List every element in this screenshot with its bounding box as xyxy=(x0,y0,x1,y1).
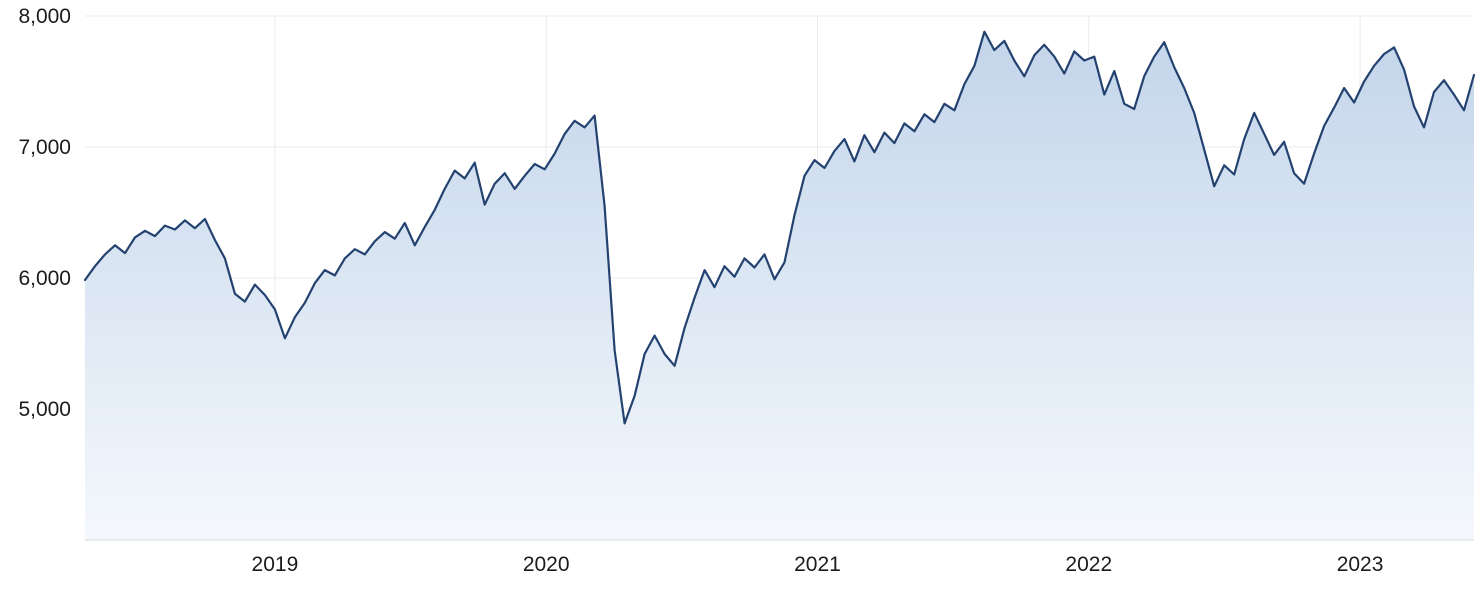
y-axis-tick-label: 7,000 xyxy=(18,136,71,159)
price-line xyxy=(83,30,1476,425)
price-area-fill xyxy=(85,31,1474,540)
x-axis-tick-label: 2023 xyxy=(1337,553,1384,576)
x-axis-tick-label: 2021 xyxy=(794,553,841,576)
x-axis-tick-label: 2022 xyxy=(1065,553,1112,576)
y-axis-tick-label: 5,000 xyxy=(18,398,71,421)
y-axis-tick-label: 8,000 xyxy=(18,5,71,28)
y-axis-tick-label: 6,000 xyxy=(18,267,71,290)
x-axis-tick-label: 2020 xyxy=(523,553,570,576)
x-axis-tick-label: 2019 xyxy=(252,553,299,576)
